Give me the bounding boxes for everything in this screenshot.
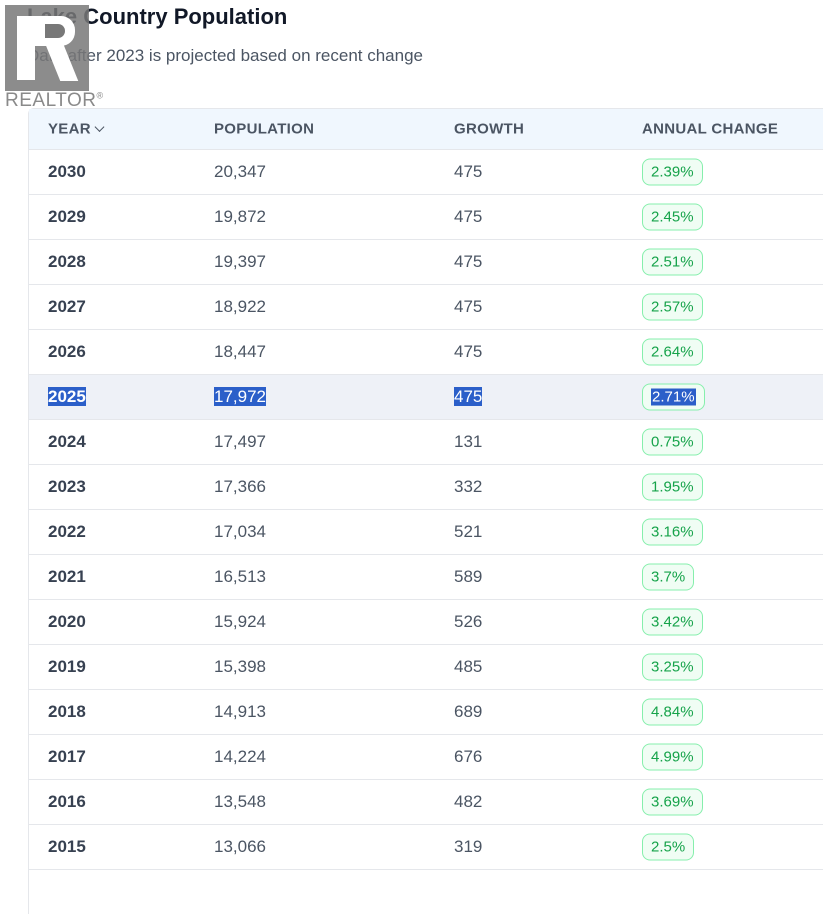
annual-change-badge: 4.84%: [642, 698, 703, 726]
population-cell: 19,397: [214, 252, 266, 271]
annual-change-column-header[interactable]: ANNUAL CHANGE: [642, 120, 779, 138]
growth-cell: 475: [454, 207, 483, 226]
year-cell: 2017: [48, 747, 86, 766]
growth-cell: 131: [454, 432, 483, 451]
table-row-partial: [29, 869, 823, 914]
year-cell: 2030: [48, 162, 86, 181]
population-cell: 13,066: [214, 837, 266, 856]
year-column-header[interactable]: YEAR: [48, 120, 105, 138]
growth-cell: 589: [454, 567, 483, 586]
year-cell: 2019: [48, 657, 86, 676]
year-cell: 2016: [48, 792, 86, 811]
table-row[interactable]: 2024 17,497 131 0.75%: [29, 419, 823, 464]
table-row[interactable]: 2027 18,922 475 2.57%: [29, 284, 823, 329]
growth-cell: 475: [454, 252, 483, 271]
table-row[interactable]: 2023 17,366 332 1.95%: [29, 464, 823, 509]
growth-cell: 482: [454, 792, 483, 811]
table-row[interactable]: 2016 13,548 482 3.69%: [29, 779, 823, 824]
year-cell: 2029: [48, 207, 86, 226]
table-row[interactable]: 2028 19,397 475 2.51%: [29, 239, 823, 284]
realtor-logo: [5, 5, 89, 91]
table-row[interactable]: 2020 15,924 526 3.42%: [29, 599, 823, 644]
year-cell: 2024: [48, 432, 86, 451]
table-header: YEAR POPULATION GROWTH ANNUAL CHANGE: [29, 109, 823, 149]
growth-cell: 521: [454, 522, 483, 541]
growth-cell: 689: [454, 702, 483, 721]
annual-change-badge: 2.45%: [642, 203, 703, 231]
annual-change-badge: 3.7%: [642, 563, 695, 591]
year-cell: 2020: [48, 612, 86, 631]
year-cell: 2022: [48, 522, 86, 541]
year-cell: 2018: [48, 702, 86, 721]
realtor-logo-text: REALTOR®: [5, 90, 104, 111]
growth-cell: 526: [454, 612, 483, 631]
page-subtitle: Data after 2023 is projected based on re…: [27, 46, 423, 65]
population-cell: 19,872: [214, 207, 266, 226]
table-row[interactable]: 2021 16,513 589 3.7%: [29, 554, 823, 599]
chevron-down-icon: [94, 122, 105, 132]
growth-cell: 475: [454, 162, 483, 181]
population-cell: 14,224: [214, 747, 266, 766]
year-cell: 2025: [48, 387, 86, 406]
growth-cell: 475: [454, 387, 483, 406]
annual-change-badge: 2.71%: [642, 383, 705, 411]
annual-change-badge: 2.39%: [642, 158, 703, 186]
annual-change-badge: 2.5%: [642, 833, 695, 861]
table-row[interactable]: 2030 20,347 475 2.39%: [29, 149, 823, 194]
annual-change-badge: 3.42%: [642, 608, 703, 636]
population-cell: 18,447: [214, 342, 266, 361]
table-row[interactable]: 2022 17,034 521 3.16%: [29, 509, 823, 554]
population-cell: 15,924: [214, 612, 266, 631]
annual-change-badge: 2.51%: [642, 248, 703, 276]
growth-cell: 475: [454, 297, 483, 316]
annual-change-badge: 2.57%: [642, 293, 703, 321]
table-row[interactable]: 2015 13,066 319 2.5%: [29, 824, 823, 869]
table-row[interactable]: 2029 19,872 475 2.45%: [29, 194, 823, 239]
growth-cell: 676: [454, 747, 483, 766]
table-row[interactable]: 2018 14,913 689 4.84%: [29, 689, 823, 734]
growth-cell: 485: [454, 657, 483, 676]
year-cell: 2023: [48, 477, 86, 496]
population-cell: 17,972: [214, 387, 266, 406]
annual-change-badge: 4.99%: [642, 743, 703, 771]
population-cell: 20,347: [214, 162, 266, 181]
population-table: YEAR POPULATION GROWTH ANNUAL CHANGE 203…: [28, 108, 823, 914]
year-cell: 2027: [48, 297, 86, 316]
population-cell: 15,398: [214, 657, 266, 676]
year-cell: 2026: [48, 342, 86, 361]
annual-change-badge: 3.69%: [642, 788, 703, 816]
table-row[interactable]: 2025 17,972 475 2.71%: [29, 374, 823, 419]
population-cell: 17,034: [214, 522, 266, 541]
population-cell: 17,497: [214, 432, 266, 451]
annual-change-badge: 0.75%: [642, 428, 703, 456]
year-cell: 2028: [48, 252, 86, 271]
year-cell: 2015: [48, 837, 86, 856]
table-row[interactable]: 2026 18,447 475 2.64%: [29, 329, 823, 374]
annual-change-badge: 3.16%: [642, 518, 703, 546]
annual-change-badge: 3.25%: [642, 653, 703, 681]
growth-cell: 475: [454, 342, 483, 361]
population-cell: 14,913: [214, 702, 266, 721]
year-cell: 2021: [48, 567, 86, 586]
population-cell: 17,366: [214, 477, 266, 496]
annual-change-badge: 1.95%: [642, 473, 703, 501]
population-column-header[interactable]: POPULATION: [214, 120, 315, 138]
year-header-label: YEAR: [48, 120, 91, 138]
table-row[interactable]: 2017 14,224 676 4.99%: [29, 734, 823, 779]
population-cell: 16,513: [214, 567, 266, 586]
growth-cell: 332: [454, 477, 483, 496]
population-cell: 18,922: [214, 297, 266, 316]
growth-column-header[interactable]: GROWTH: [454, 120, 525, 138]
growth-cell: 319: [454, 837, 483, 856]
population-cell: 13,548: [214, 792, 266, 811]
table-row[interactable]: 2019 15,398 485 3.25%: [29, 644, 823, 689]
annual-change-badge: 2.64%: [642, 338, 703, 366]
